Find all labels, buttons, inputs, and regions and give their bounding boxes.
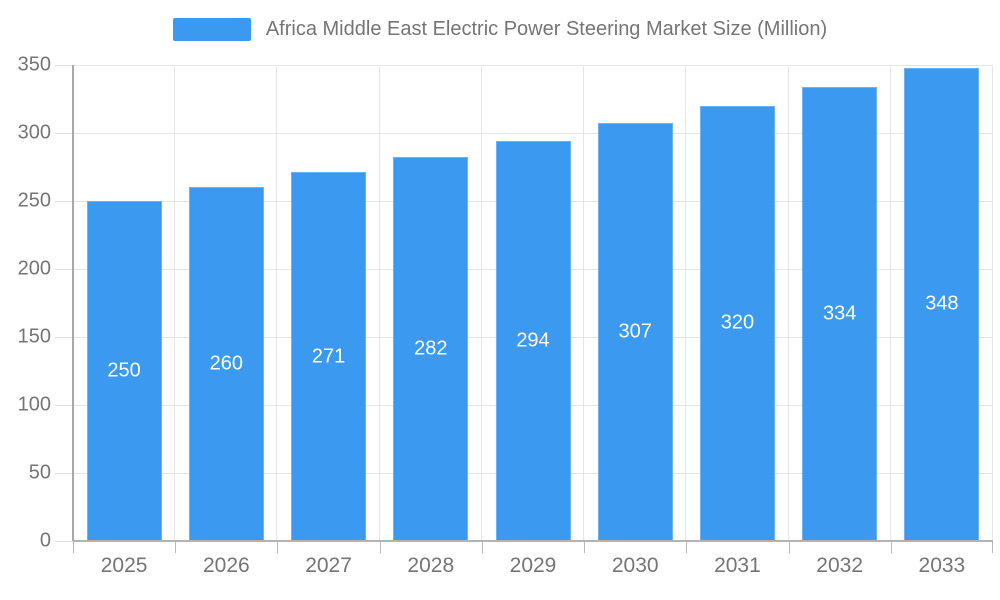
bar-value-label: 334 xyxy=(822,302,857,325)
x-tick xyxy=(686,541,688,553)
h-gridline xyxy=(73,133,993,134)
bar-value-label: 282 xyxy=(414,337,448,360)
y-tick xyxy=(55,541,73,542)
bar-value-label: 271 xyxy=(311,345,346,368)
x-tick xyxy=(175,541,177,553)
x-tick xyxy=(788,541,790,553)
bar xyxy=(699,105,775,541)
y-axis-label: 200 xyxy=(17,257,51,280)
y-axis-line xyxy=(72,65,74,541)
x-axis-label: 2029 xyxy=(509,554,557,577)
y-axis-label: 50 xyxy=(28,461,51,484)
bar-value-label: 260 xyxy=(209,352,244,375)
x-axis-label: 2026 xyxy=(202,554,250,577)
x-tick xyxy=(992,541,993,553)
x-axis-label: 2025 xyxy=(100,554,148,577)
x-tick xyxy=(481,541,483,553)
y-tick xyxy=(55,201,73,202)
v-gridline xyxy=(480,65,482,541)
x-tick xyxy=(379,541,381,553)
x-axis-label: 2033 xyxy=(918,554,966,577)
y-tick xyxy=(55,133,73,134)
bar xyxy=(495,141,571,541)
y-axis-label: 250 xyxy=(17,189,51,212)
legend-label: Africa Middle East Electric Power Steeri… xyxy=(265,18,828,40)
bar xyxy=(904,67,980,541)
bar xyxy=(291,172,367,541)
x-axis-label: 2027 xyxy=(305,554,352,577)
bar-value-label: 294 xyxy=(516,329,550,352)
bar-value-label: 320 xyxy=(720,311,755,334)
v-gridline xyxy=(583,65,585,541)
x-axis-label: 2030 xyxy=(611,554,659,577)
bar-value-label: 250 xyxy=(107,359,141,382)
y-tick xyxy=(55,405,73,406)
bar xyxy=(597,123,673,541)
y-tick xyxy=(55,65,73,66)
bar xyxy=(188,187,264,541)
chart-legend-item[interactable]: Africa Middle East Electric Power Steeri… xyxy=(0,18,1000,41)
h-gridline xyxy=(73,65,993,66)
bar xyxy=(802,86,878,541)
y-axis-label: 150 xyxy=(17,325,51,348)
x-tick xyxy=(584,541,586,553)
y-axis-label: 350 xyxy=(17,53,51,76)
x-axis-label: 2031 xyxy=(714,554,761,577)
x-axis-label: 2032 xyxy=(816,554,864,577)
v-gridline xyxy=(889,65,891,541)
x-tick xyxy=(277,541,279,553)
x-tick xyxy=(890,541,892,553)
v-gridline xyxy=(787,65,789,541)
v-gridline xyxy=(174,65,176,541)
y-tick xyxy=(55,473,73,474)
y-axis-label: 0 xyxy=(39,529,51,552)
v-gridline xyxy=(378,65,380,541)
legend-swatch xyxy=(172,18,251,41)
bar xyxy=(86,201,162,541)
y-axis-label: 100 xyxy=(17,393,51,416)
x-axis-label: 2028 xyxy=(407,554,455,577)
v-gridline xyxy=(685,65,687,541)
bar-value-label: 307 xyxy=(618,320,652,343)
y-tick xyxy=(55,269,73,270)
y-axis-label: 300 xyxy=(17,121,51,144)
y-tick xyxy=(55,337,73,338)
v-gridline xyxy=(276,65,278,541)
bar-value-label: 348 xyxy=(925,292,959,315)
plot-area: 0 50 100 150 200 250 300 350 250 2025 260 2026 271 20… xyxy=(18,54,993,577)
v-gridline xyxy=(992,65,993,541)
bar xyxy=(393,157,469,541)
x-axis-line xyxy=(73,540,993,542)
x-tick xyxy=(73,541,74,553)
